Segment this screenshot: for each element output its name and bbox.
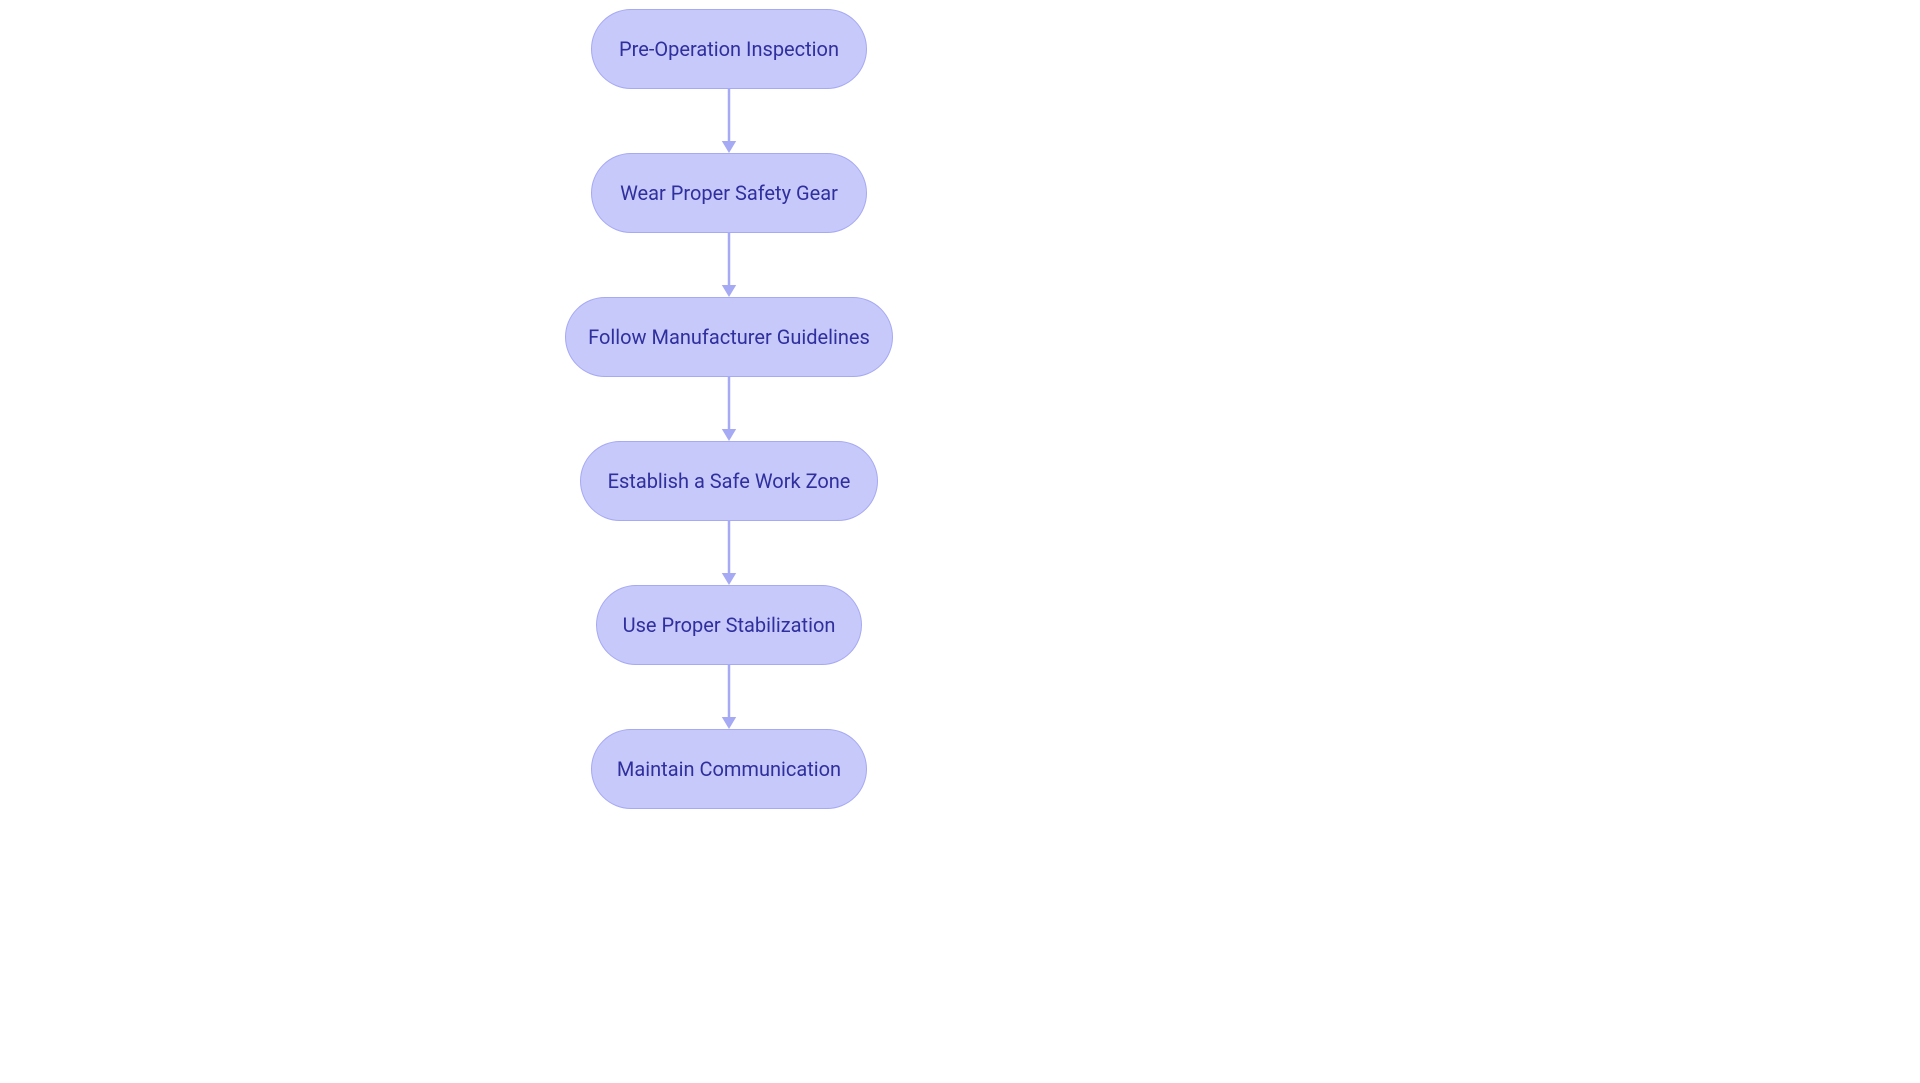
flowchart-arrow [709,89,749,153]
flowchart-node-label: Wear Proper Safety Gear [620,181,838,205]
flowchart-node-label: Maintain Communication [617,757,841,781]
flowchart-node: Use Proper Stabilization [596,585,862,665]
flowchart-arrow [709,233,749,297]
flowchart-arrow [709,665,749,729]
flowchart-node-label: Establish a Safe Work Zone [608,469,851,493]
flowchart-arrow [709,377,749,441]
flowchart-node: Follow Manufacturer Guidelines [565,297,893,377]
flowchart-node: Pre-Operation Inspection [591,9,867,89]
flowchart-node: Maintain Communication [591,729,867,809]
flowchart-node-label: Pre-Operation Inspection [619,37,839,61]
flowchart-node: Establish a Safe Work Zone [580,441,878,521]
flowchart-node: Wear Proper Safety Gear [591,153,867,233]
flowchart-node-label: Use Proper Stabilization [623,613,836,637]
flowchart-canvas: Pre-Operation Inspection Wear Proper Safe… [0,0,1920,1083]
flowchart-arrow [709,521,749,585]
flowchart-node-label: Follow Manufacturer Guidelines [588,325,870,349]
